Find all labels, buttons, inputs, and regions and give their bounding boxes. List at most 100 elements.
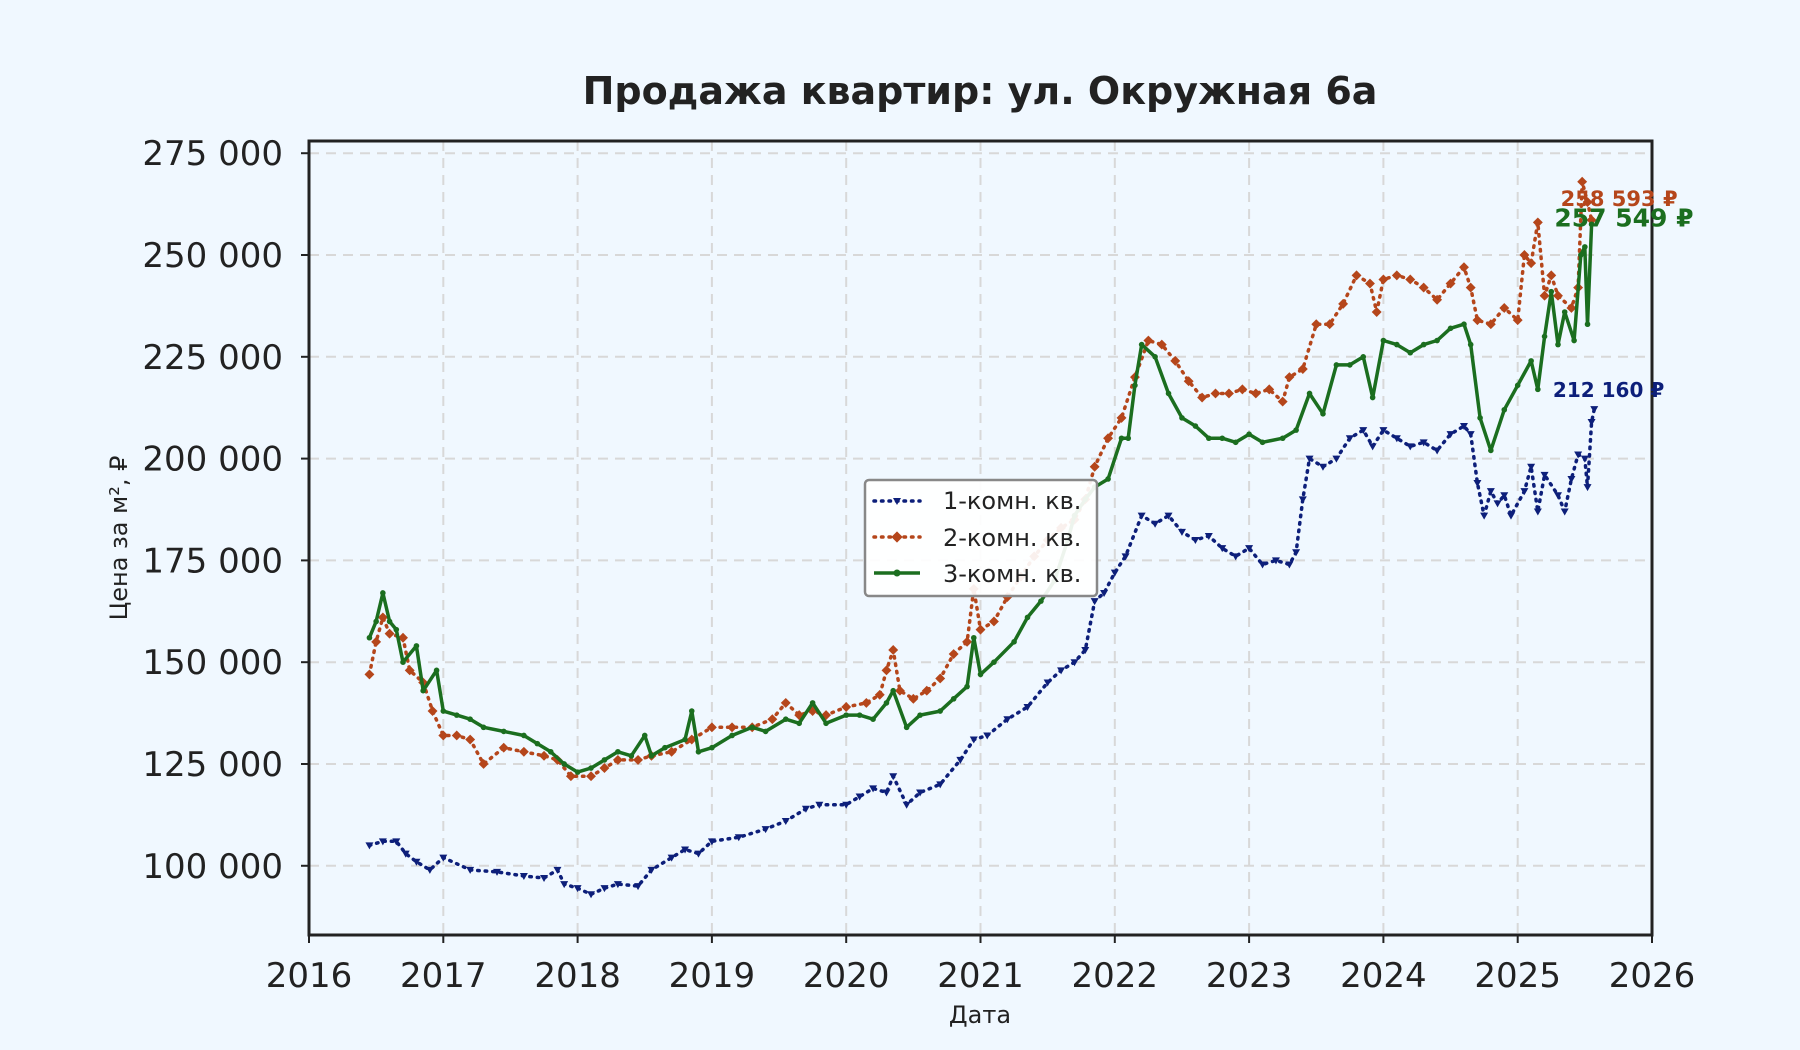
data-point — [1571, 337, 1577, 344]
data-point — [612, 754, 623, 765]
data-point — [1584, 321, 1591, 328]
data-point — [1246, 431, 1252, 437]
data-point — [681, 846, 690, 854]
data-point — [613, 881, 622, 889]
data-point — [983, 732, 992, 740]
data-point — [1218, 545, 1227, 553]
data-point — [1023, 703, 1032, 711]
data-point — [688, 708, 695, 714]
data-point — [1250, 388, 1261, 399]
data-point — [573, 885, 582, 893]
end-label-1room: 212 160 ₽ — [1553, 378, 1664, 402]
data-point — [398, 632, 408, 643]
data-point — [1391, 270, 1402, 281]
data-point — [1520, 488, 1529, 496]
data-point — [561, 761, 567, 767]
data-point — [574, 769, 581, 775]
data-point — [1380, 337, 1387, 344]
data-point — [553, 866, 562, 874]
data-point — [1566, 302, 1577, 313]
data-point — [991, 659, 997, 665]
data-point — [518, 746, 529, 757]
data-point — [1164, 512, 1173, 520]
data-point — [1351, 270, 1362, 281]
data-point — [1116, 412, 1127, 423]
data-point — [1466, 431, 1475, 439]
data-point — [519, 872, 528, 880]
x-axis-ticks: 2016 2017 2018 2019 2020 2021 2022 2023 2024 2025… — [266, 935, 1695, 996]
data-point — [380, 590, 386, 596]
data-point — [694, 850, 703, 858]
data-point — [565, 771, 576, 782]
data-point — [1271, 557, 1280, 565]
data-point — [648, 753, 655, 759]
data-point — [1197, 392, 1208, 403]
data-point — [916, 789, 925, 797]
data-point — [1347, 362, 1353, 368]
data-point — [727, 722, 737, 733]
data-point — [384, 628, 395, 639]
data-point — [498, 742, 509, 753]
data-point — [908, 693, 919, 704]
data-point — [1539, 290, 1550, 301]
data-point — [975, 624, 986, 635]
data-point — [935, 673, 946, 684]
data-point — [869, 785, 878, 793]
data-point — [427, 706, 438, 717]
data-point — [1541, 333, 1548, 340]
data-point — [1555, 341, 1561, 348]
data-point — [1477, 415, 1483, 421]
data-point — [977, 671, 984, 678]
data-point — [420, 687, 426, 694]
data-point — [1419, 439, 1428, 447]
y-tick-label: 100 000 — [142, 847, 283, 887]
data-point — [521, 732, 527, 739]
data-point — [903, 724, 910, 731]
y-tick-label: 275 000 — [142, 134, 283, 174]
data-point — [404, 665, 415, 676]
data-point — [856, 712, 863, 718]
data-point — [1433, 447, 1442, 455]
data-point — [1499, 302, 1510, 313]
data-point — [633, 754, 643, 765]
x-tick-label: 2016 — [266, 956, 353, 996]
data-point — [400, 659, 406, 665]
data-point — [371, 636, 382, 647]
data-point — [547, 748, 554, 755]
data-point — [500, 728, 507, 735]
data-point — [780, 697, 791, 708]
data-point — [894, 685, 905, 696]
data-point — [1501, 406, 1508, 413]
data-point — [1446, 431, 1455, 439]
data-point — [1532, 217, 1543, 228]
data-point — [667, 854, 676, 862]
data-point — [615, 748, 621, 755]
data-point — [1232, 439, 1239, 446]
data-point — [634, 883, 643, 891]
data-point — [588, 765, 594, 771]
x-tick-label: 2019 — [669, 956, 756, 996]
x-tick-label: 2022 — [1072, 956, 1159, 996]
data-point — [1285, 561, 1294, 569]
data-point — [438, 730, 449, 741]
data-point — [1586, 215, 1597, 225]
data-point — [1512, 315, 1523, 326]
data-point — [1043, 679, 1052, 687]
data-point — [467, 716, 473, 722]
data-point — [962, 636, 973, 647]
y-tick-label: 250 000 — [142, 236, 283, 276]
data-point — [600, 885, 609, 893]
data-point — [1488, 447, 1494, 454]
data-point — [1345, 435, 1354, 443]
data-point — [1110, 569, 1119, 577]
data-point — [936, 781, 945, 789]
data-point — [378, 838, 387, 846]
data-point — [706, 722, 717, 733]
data-point — [453, 712, 460, 718]
data-point — [364, 669, 375, 680]
data-point — [1090, 598, 1099, 606]
data-point — [767, 714, 778, 725]
data-point — [1418, 282, 1429, 293]
legend-marker — [891, 531, 903, 543]
data-point — [855, 793, 864, 801]
